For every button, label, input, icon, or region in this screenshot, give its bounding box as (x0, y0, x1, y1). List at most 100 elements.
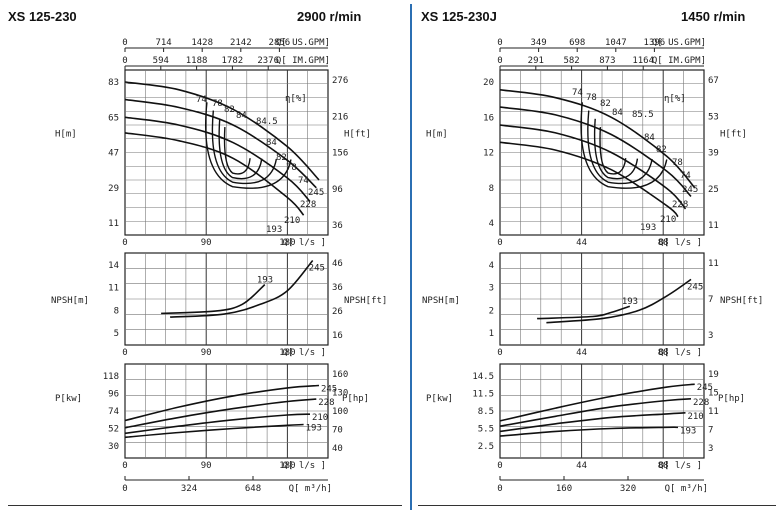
p1-usgpm-tick-label: 1396 (644, 38, 666, 48)
p0-q-ls-tick-label: 90 (201, 348, 212, 358)
p1-q-ls-tick-label: 88 (658, 348, 669, 358)
p0-p-hp-tick-label: 40 (332, 444, 343, 454)
p0-h-m-tick-label: 83 (108, 78, 119, 88)
p0-imgpm-tick-label: 0 (122, 56, 127, 66)
p1-efficiency-curve (599, 126, 627, 175)
p1-npsh-m-tick-label: 3 (489, 284, 494, 294)
p0-impeller-label-228: 228 (300, 200, 316, 210)
p1-power-curve-210 (499, 412, 686, 433)
p0-npsh-curve-193 (161, 284, 266, 315)
p0-h-m-tick-label: 11 (108, 219, 119, 229)
p1-npsh-ft-tick-label: 3 (708, 331, 713, 341)
p0-power-label-228: 228 (318, 398, 334, 408)
p0-m3h-tick-label: 324 (181, 484, 197, 494)
p1-power-label-228: 228 (693, 398, 709, 408)
p1-h-m-tick-label: 12 (483, 149, 494, 159)
p1-head-curve-210 (499, 124, 687, 210)
p0-p-kw-tick-label: 118 (103, 372, 119, 382)
p0-q-ls-axis-label: Q[ l/s ] (283, 461, 326, 471)
p1-efficiency-label: 82 (656, 145, 667, 155)
p1-m3h-tick-label: 320 (620, 484, 636, 494)
p1-efficiency-label: 74 (572, 88, 583, 98)
p1-impeller-label-245: 245 (682, 185, 698, 195)
p0-npsh-ft-tick-label: 16 (332, 331, 343, 341)
p1-usgpm-tick-label: 0 (497, 38, 502, 48)
chart-speed-left: 2900 r/min (297, 9, 362, 24)
p0-power-curve-228 (124, 398, 317, 429)
p1-efficiency-label: 85.5 (632, 110, 654, 120)
p1-efficiency-label: 82 (600, 99, 611, 109)
p0-npsh-m-axis-label: NPSH[m] (51, 296, 89, 306)
p0-efficiency-label: 74 (196, 95, 207, 105)
p1-power-curve-228 (499, 398, 692, 427)
p1-h-m-tick-label: 4 (489, 219, 494, 229)
p1-h-ft-tick-label: 67 (708, 76, 719, 86)
p0-q-ls-axis-label: Q[ l/s ] (283, 238, 326, 248)
p1-npsh-curve-245 (546, 278, 692, 324)
p0-p-hp-tick-label: 130 (332, 389, 348, 399)
p1-h-m-tick-label: 20 (483, 78, 494, 88)
p0-power-curve-245 (124, 384, 320, 422)
p0-efficiency-label: 84 (266, 138, 277, 148)
panel-divider (410, 4, 412, 510)
p0-power-curve-210 (124, 413, 311, 435)
p0-npsh-label-245: 245 (309, 263, 325, 273)
p0-q-ls-tick-label: 0 (122, 238, 127, 248)
p0-npsh-m-tick-label: 5 (114, 329, 119, 339)
p0-imgpm-axis-label: Q[ IM.GPM] (276, 56, 330, 66)
p0-imgpm-tick-label: 1188 (186, 56, 208, 66)
p1-p-hp-axis-label: P[hp] (718, 394, 745, 404)
p1-h-ft-tick-label: 25 (708, 185, 719, 195)
p0-p-kw-tick-label: 30 (108, 442, 119, 452)
p0-p-kw-tick-label: 96 (108, 390, 119, 400)
p1-p-kw-tick-label: 11.5 (472, 390, 494, 400)
p1-q-ls-tick-label: 44 (576, 348, 587, 358)
p0-usgpm-axis-label: Q[ US.GPM] (276, 38, 330, 48)
p1-npsh-ft-tick-label: 7 (708, 295, 713, 305)
p0-h-ft-tick-label: 276 (332, 76, 348, 86)
p0-efficiency-label: 84.5 (256, 117, 278, 127)
p0-efficiency-label: 84 (236, 111, 247, 121)
bottom-rule-left (8, 505, 402, 506)
p1-power-label-210: 210 (687, 412, 703, 422)
p0-h-ft-tick-label: 96 (332, 185, 343, 195)
p0-m3h-tick-label: 0 (122, 484, 127, 494)
p0-p-hp-tick-label: 160 (332, 370, 348, 380)
p1-npsh-m-tick-label: 2 (489, 306, 494, 316)
p1-q-ls-axis-label: Q[ l/s ] (659, 348, 702, 358)
p0-efficiency-label: 78 (286, 163, 297, 173)
p1-q-ls-tick-label: 44 (576, 461, 587, 471)
p0-npsh-label-193: 193 (257, 276, 273, 286)
p1-efficiency-unit-label: η[%] (664, 94, 686, 104)
chart-speed-right: 1450 r/min (681, 9, 746, 24)
p0-efficiency-label: 74 (298, 176, 309, 186)
p1-q-ls-tick-label: 88 (658, 238, 669, 248)
p1-power-curve-245 (499, 383, 695, 422)
p1-power-label-245: 245 (697, 383, 713, 393)
p1-npsh-m-tick-label: 4 (489, 261, 494, 271)
p1-efficiency-curve (587, 110, 653, 184)
p1-efficiency-label: 84 (612, 108, 623, 118)
p1-imgpm-tick-label: 291 (528, 56, 544, 66)
p1-npsh-ft-axis-label: NPSH[ft] (720, 296, 763, 306)
p0-h-ft-tick-label: 36 (332, 221, 343, 231)
p0-h-ft-axis-label: H[ft] (344, 130, 371, 140)
p1-m3h-tick-label: 160 (556, 484, 572, 494)
p0-npsh-ft-axis-label: NPSH[ft] (344, 296, 387, 306)
p1-h-m-tick-label: 16 (483, 113, 494, 123)
p0-npsh-m-tick-label: 8 (114, 306, 119, 316)
bottom-rule-right (418, 505, 776, 506)
p1-efficiency-label: 84 (644, 133, 655, 143)
p0-head-curve-193 (124, 132, 305, 216)
p0-p-kw-tick-label: 52 (108, 425, 119, 435)
p1-efficiency-label: 78 (672, 158, 683, 168)
p0-efficiency-curve (211, 110, 278, 184)
p1-npsh-curve-193 (537, 305, 631, 320)
p1-efficiency-label: 78 (586, 93, 597, 103)
p0-p-hp-tick-label: 100 (332, 407, 348, 417)
p0-q-ls-tick-label: 0 (122, 348, 127, 358)
p1-p-hp-tick-label: 11 (708, 407, 719, 417)
p0-efficiency-curve (223, 126, 251, 175)
p0-p-kw-tick-label: 74 (108, 407, 119, 417)
